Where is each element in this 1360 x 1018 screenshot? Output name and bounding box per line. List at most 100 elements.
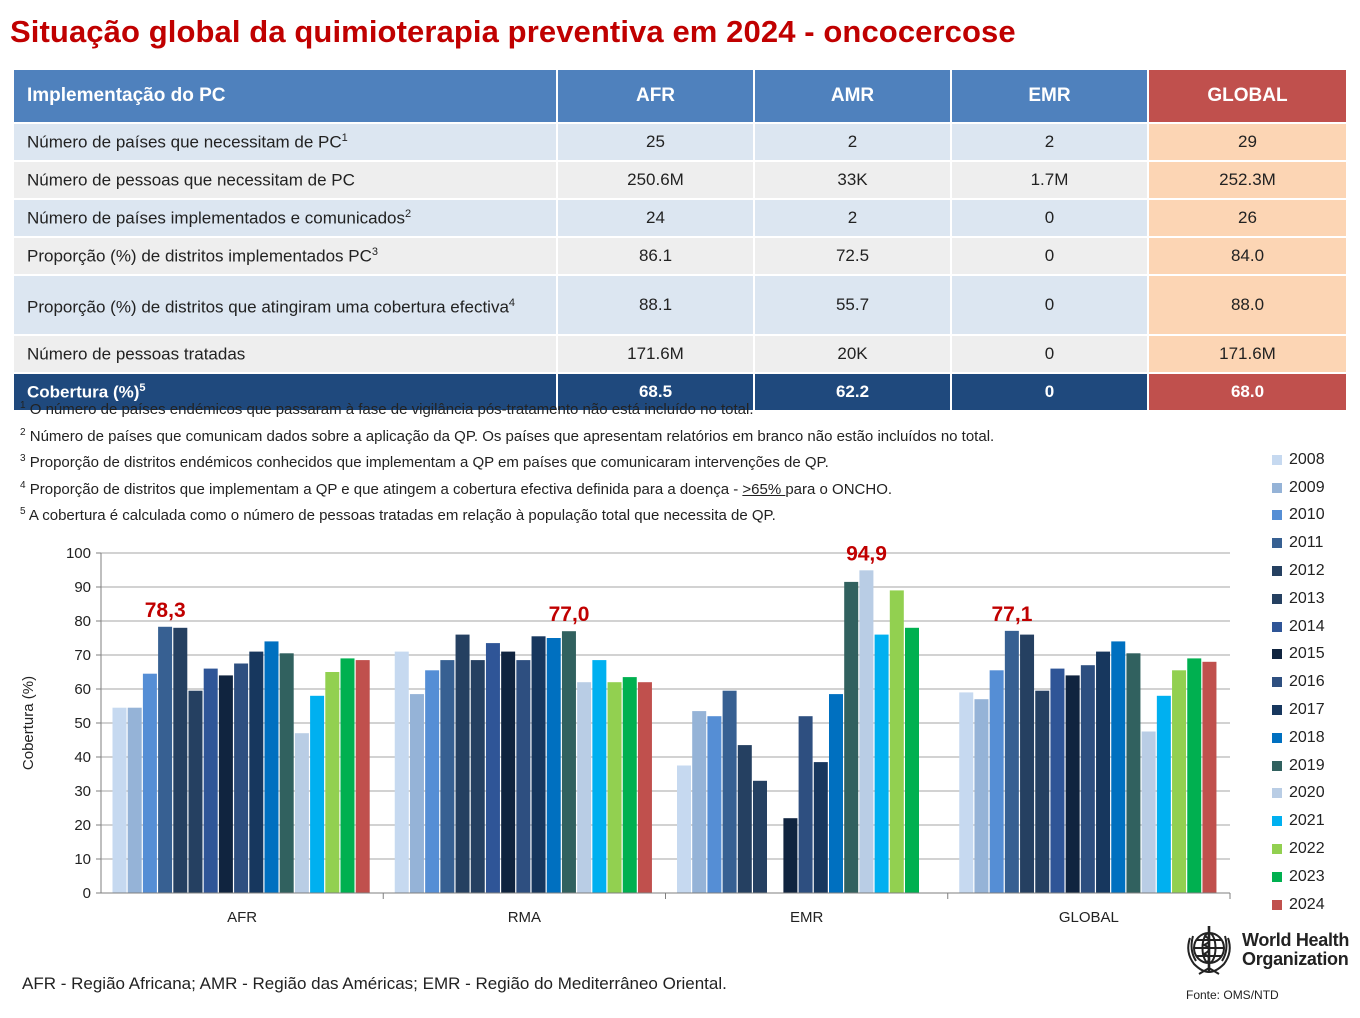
- bar-emr-2020: [859, 570, 874, 893]
- y-tick-label: 30: [74, 783, 91, 800]
- bar-global-2013: [1035, 690, 1050, 893]
- row-label: Número de países implementados e comunic…: [12, 198, 558, 238]
- y-tick-label: 90: [74, 579, 91, 596]
- table-row-total: Cobertura (%)5 68.5 62.2 0 68.0: [12, 372, 1348, 412]
- legend-item: 2016: [1272, 668, 1360, 696]
- legend-item: 2012: [1272, 557, 1360, 585]
- cell-global: 88.0: [1147, 274, 1348, 336]
- bar-afr-2021: [310, 695, 325, 893]
- cell-global: 68.0: [1147, 372, 1348, 412]
- legend-swatch: [1272, 871, 1282, 882]
- who-emblem-icon: [1187, 926, 1231, 975]
- bar-global-2008: [959, 692, 974, 893]
- legend-item: 2010: [1272, 502, 1360, 530]
- bar-afr-2010: [142, 673, 157, 893]
- bar-rma-2020: [577, 682, 592, 893]
- table-row: Proporção (%) de distritos que atingiram…: [12, 274, 1348, 336]
- legend-item: 2018: [1272, 724, 1360, 752]
- cell-amr: 2: [753, 122, 952, 162]
- cell-afr: 25: [556, 122, 755, 162]
- bar-afr-2013: [188, 690, 203, 893]
- page-title: Situação global da quimioterapia prevent…: [10, 14, 1016, 49]
- who-logo: World Health Organization: [1180, 922, 1349, 978]
- bar-rma-2008: [394, 651, 409, 893]
- abbreviations-note: AFR - Região Africana; AMR - Região das …: [22, 974, 727, 993]
- annotations: 78,3 77,0 94,9 77,1: [145, 542, 1033, 626]
- bar-emr-2009: [692, 711, 707, 893]
- legend-swatch: [1272, 844, 1282, 855]
- row-label: Proporção (%) de distritos que atingiram…: [12, 274, 558, 336]
- bar-afr-2023: [340, 658, 355, 893]
- bar-rma-2015: [501, 651, 516, 893]
- legend-swatch: [1272, 510, 1282, 521]
- table-row: Proporção (%) de distritos implementados…: [12, 236, 1348, 276]
- row-label: Cobertura (%)5: [12, 372, 558, 412]
- header-amr: AMR: [753, 68, 952, 124]
- bar-rma-2009: [409, 694, 424, 893]
- bar-afr-2016: [234, 663, 249, 893]
- bar-afr-2014: [203, 668, 218, 893]
- x-category-label: AFR: [227, 909, 257, 926]
- cell-emr: 0: [950, 274, 1149, 336]
- legend-swatch: [1272, 454, 1282, 465]
- cell-amr: 33K: [753, 160, 952, 200]
- bar-rma-2016: [516, 660, 531, 893]
- bar-rma-2012: [455, 634, 470, 893]
- bar-afr-2015: [218, 675, 233, 893]
- cell-afr: 88.1: [556, 274, 755, 336]
- header-emr: EMR: [950, 68, 1149, 124]
- bar-afr-2022: [325, 672, 340, 893]
- cell-global: 171.6M: [1147, 334, 1348, 374]
- y-tick-label: 10: [74, 851, 91, 868]
- legend-label: 2011: [1289, 534, 1324, 552]
- bar-emr-2018: [829, 694, 843, 893]
- who-logo-text: World Health Organization: [1242, 930, 1350, 969]
- legend-label: 2018: [1289, 728, 1325, 746]
- bar-emr-2015: [783, 818, 798, 893]
- legend-swatch: [1272, 760, 1282, 771]
- table-row: Número de países implementados e comunic…: [12, 198, 1348, 238]
- bar-global-2018: [1111, 641, 1126, 893]
- legend-label: 2020: [1289, 784, 1325, 802]
- cell-emr: 1.7M: [950, 160, 1149, 200]
- bar-global-2014: [1050, 668, 1065, 893]
- bar-afr-2020: [294, 733, 309, 893]
- y-tick-label: 80: [74, 613, 91, 630]
- bar-rma-2021: [592, 660, 607, 893]
- legend-item: 2017: [1272, 696, 1360, 724]
- cell-emr: 0: [950, 334, 1149, 374]
- cell-afr: 68.5: [556, 372, 755, 412]
- bar-global-2010: [989, 670, 1004, 893]
- bar-afr-2017: [249, 651, 264, 893]
- cell-amr: 2: [753, 198, 952, 238]
- x-category-label: EMR: [790, 909, 824, 926]
- header-global: GLOBAL: [1147, 68, 1348, 124]
- legend-label: 2021: [1289, 812, 1325, 830]
- bar-afr-2018: [264, 641, 279, 893]
- y-tick-label: 0: [83, 885, 91, 902]
- cell-emr: 0: [950, 198, 1149, 238]
- legend-swatch: [1272, 482, 1282, 493]
- y-tick-label: 20: [74, 817, 91, 834]
- y-tick-label: 50: [74, 715, 91, 732]
- bar-afr-2019: [279, 653, 294, 893]
- bar-emr-2023: [905, 627, 919, 893]
- cell-amr: 55.7: [753, 274, 952, 336]
- legend-item: 2008: [1272, 446, 1360, 474]
- bar-rma-2017: [531, 636, 546, 893]
- footnote-ref: 1: [341, 131, 348, 144]
- bar-emr-2022: [889, 590, 904, 893]
- legend-item: 2019: [1272, 752, 1360, 780]
- bars: [112, 570, 1217, 893]
- bar-emr-2012: [737, 745, 752, 893]
- bar-emr-2017: [813, 762, 828, 893]
- table-header-row: Implementação do PC AFR AMR EMR GLOBAL: [12, 68, 1348, 124]
- bar-emr-2021: [874, 634, 889, 893]
- y-tick-label: 100: [66, 545, 91, 562]
- legend-item: 2014: [1272, 613, 1360, 641]
- legend-label: 2010: [1289, 506, 1325, 524]
- legend-item: 2015: [1272, 641, 1360, 669]
- cell-afr: 250.6M: [556, 160, 755, 200]
- cell-amr: 72.5: [753, 236, 952, 276]
- table-row: Número de países que necessitam de PC1 2…: [12, 122, 1348, 162]
